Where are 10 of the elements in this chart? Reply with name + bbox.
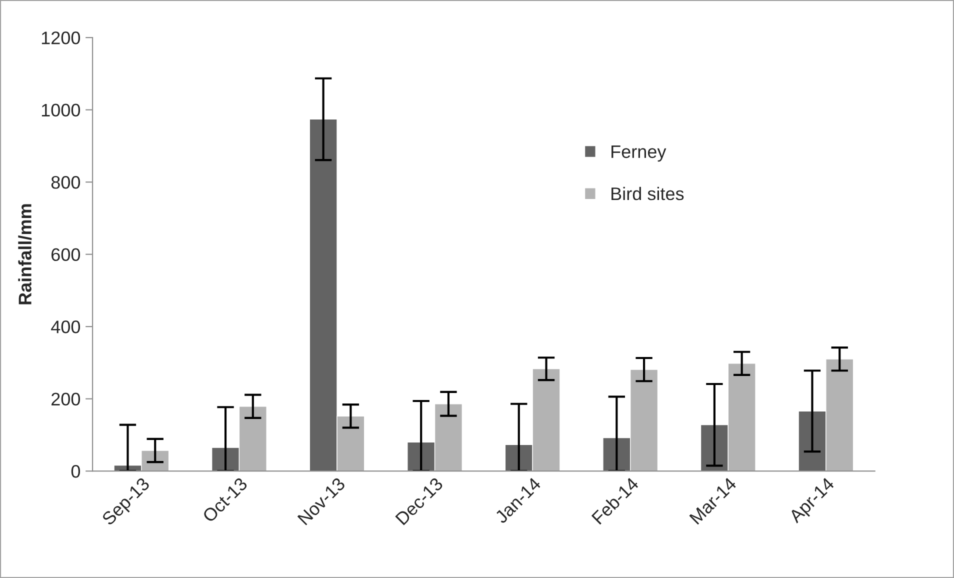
y-tick-label: 1000 <box>42 104 80 117</box>
y-tick-label: 1200 <box>42 32 80 44</box>
y-axis-title: Rainfall/mm <box>18 204 32 304</box>
y-tick-label: 200 <box>52 392 80 406</box>
legend-label: Bird sites <box>612 186 684 200</box>
y-tick-label: 0 <box>71 465 80 478</box>
y-tick-label: 600 <box>52 248 80 262</box>
legend-label: Ferney <box>612 145 666 162</box>
y-tick-label: 800 <box>51 176 80 189</box>
y-tick-label: 400 <box>51 320 80 334</box>
